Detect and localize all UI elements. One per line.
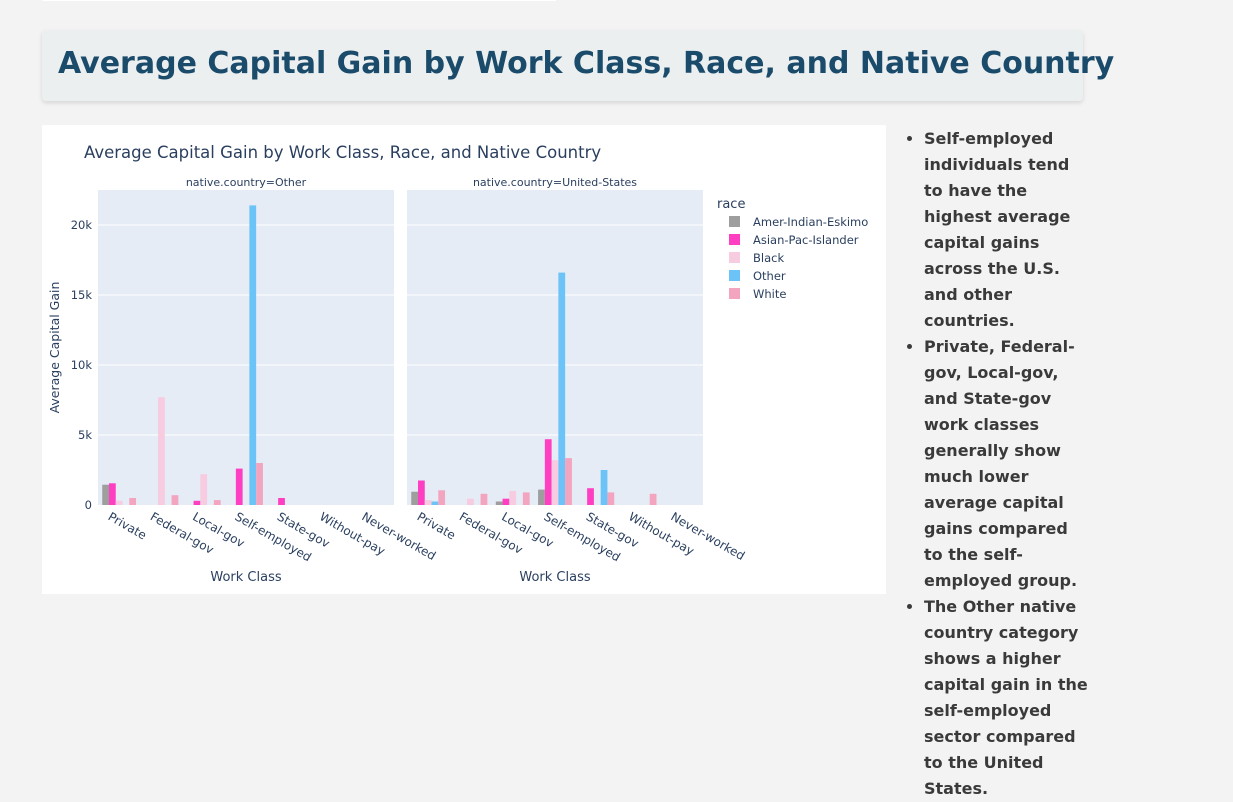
bar-white[interactable] bbox=[256, 463, 263, 505]
bar-black[interactable] bbox=[509, 491, 517, 505]
plot-background bbox=[407, 190, 703, 505]
legend-entry: Black bbox=[753, 251, 784, 265]
bar-white[interactable] bbox=[649, 493, 657, 505]
bar-black[interactable] bbox=[115, 500, 123, 505]
page-title: Average Capital Gain by Work Class, Race… bbox=[58, 46, 1115, 81]
y-tick-label: 20k bbox=[71, 218, 93, 232]
bar-amer-indian-eskimo[interactable] bbox=[102, 484, 109, 505]
plot-background bbox=[98, 190, 394, 505]
y-tick-label: 15k bbox=[71, 288, 93, 302]
insights-panel: Self-employed individuals tend to have t… bbox=[900, 126, 1090, 802]
bar-white[interactable] bbox=[607, 492, 615, 505]
legend-title: race bbox=[717, 197, 745, 212]
bar-black[interactable] bbox=[424, 500, 432, 505]
bar-asian-pac-islander[interactable] bbox=[587, 488, 594, 505]
y-tick-label: 5k bbox=[78, 428, 92, 442]
bar-black[interactable] bbox=[200, 474, 208, 505]
bar-white[interactable] bbox=[565, 458, 572, 505]
bar-asian-pac-islander[interactable] bbox=[193, 500, 201, 505]
bar-other[interactable] bbox=[431, 501, 439, 506]
x-tick-label: Private bbox=[106, 509, 149, 542]
bar-asian-pac-islander[interactable] bbox=[235, 468, 243, 505]
legend-swatch[interactable] bbox=[729, 270, 740, 281]
facet-label: native.country=United-States bbox=[473, 176, 637, 189]
bar-black[interactable] bbox=[467, 498, 474, 505]
insights-list: Self-employed individuals tend to have t… bbox=[900, 126, 1090, 802]
top-divider bbox=[42, 0, 556, 1]
legend-entry: Other bbox=[753, 269, 786, 283]
y-tick-label: 10k bbox=[71, 358, 93, 372]
bar-asian-pac-islander[interactable] bbox=[502, 498, 510, 505]
legend-swatch[interactable] bbox=[729, 252, 740, 263]
bar-white[interactable] bbox=[171, 495, 179, 505]
bar-asian-pac-islander[interactable] bbox=[544, 439, 552, 505]
x-axis-label: Work Class bbox=[519, 570, 590, 585]
bar-amer-indian-eskimo[interactable] bbox=[411, 491, 418, 505]
x-axis-label: Work Class bbox=[210, 570, 281, 585]
insight-item: Self-employed individuals tend to have t… bbox=[924, 126, 1090, 334]
bar-other[interactable] bbox=[558, 272, 566, 505]
legend-swatch[interactable] bbox=[729, 234, 740, 245]
x-tick-label: Private bbox=[415, 509, 458, 542]
bar-black[interactable] bbox=[551, 460, 559, 505]
bar-white[interactable] bbox=[213, 500, 221, 505]
insight-item: The Other native country category shows … bbox=[924, 594, 1090, 802]
chart-card: Average Capital Gain by Work Class, Race… bbox=[42, 125, 886, 594]
legend-swatch[interactable] bbox=[729, 216, 740, 227]
page-header: Average Capital Gain by Work Class, Race… bbox=[42, 30, 1114, 101]
legend-entry: White bbox=[753, 287, 786, 301]
bar-other[interactable] bbox=[249, 205, 257, 505]
facet-label: native.country=Other bbox=[186, 176, 307, 189]
bar-other[interactable] bbox=[600, 470, 608, 505]
bar-white[interactable] bbox=[438, 490, 446, 505]
legend-entry: Amer-Indian-Eskimo bbox=[753, 215, 868, 229]
chart-title: Average Capital Gain by Work Class, Race… bbox=[84, 143, 601, 162]
y-axis-label: Average Capital Gain bbox=[47, 282, 62, 414]
bar-white[interactable] bbox=[129, 498, 137, 505]
insight-item: Private, Federal-gov, Local-gov, and Sta… bbox=[924, 334, 1090, 594]
bar-asian-pac-islander[interactable] bbox=[278, 498, 285, 505]
bar-white[interactable] bbox=[522, 492, 530, 505]
y-tick-label: 0 bbox=[85, 498, 92, 512]
bar-black[interactable] bbox=[158, 397, 165, 505]
legend-swatch[interactable] bbox=[729, 288, 740, 299]
bar-white[interactable] bbox=[480, 493, 488, 505]
bar-asian-pac-islander[interactable] bbox=[417, 480, 425, 506]
bar-asian-pac-islander[interactable] bbox=[108, 483, 116, 505]
bar-amer-indian-eskimo[interactable] bbox=[495, 501, 503, 506]
bar-amer-indian-eskimo[interactable] bbox=[538, 489, 545, 505]
grouped-bar-chart: Average Capital Gain by Work Class, Race… bbox=[47, 143, 868, 585]
legend-entry: Asian-Pac-Islander bbox=[753, 233, 859, 247]
